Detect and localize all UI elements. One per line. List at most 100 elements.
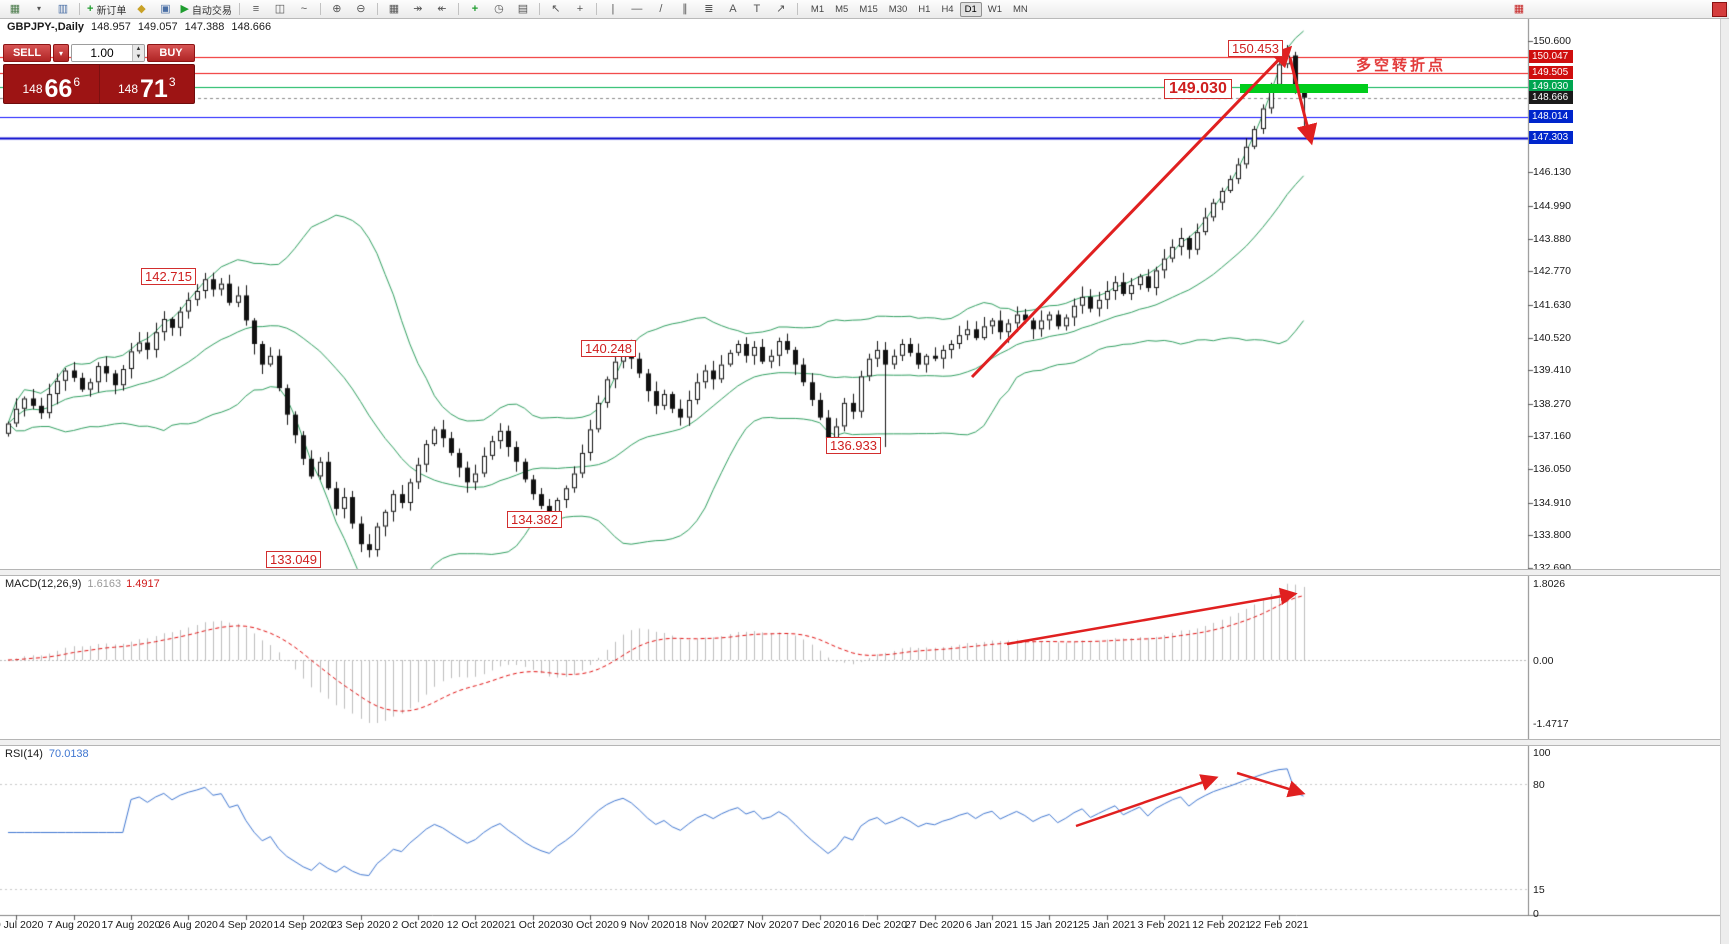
new-chart-icon[interactable]: ▦ xyxy=(9,2,21,15)
macd-main-value: 1.6163 xyxy=(87,578,122,590)
arrows-icon[interactable]: ↗ xyxy=(776,2,786,15)
price-tick-label: 137.160 xyxy=(1533,430,1571,443)
buy-price-display[interactable]: 148 71 3 xyxy=(98,65,195,103)
toolbar-separator xyxy=(79,3,80,15)
timeframe-button-w1[interactable]: W1 xyxy=(987,3,1002,15)
macd-axis-label: 1.8026 xyxy=(1533,578,1566,590)
low-value: 147.388 xyxy=(184,21,225,33)
date-label: 27 Dec 2020 xyxy=(904,919,965,931)
trade-options-caret-icon[interactable]: ▾ xyxy=(53,44,69,62)
panel-splitter[interactable] xyxy=(0,739,1729,746)
price-tick-label: 138.270 xyxy=(1533,397,1571,410)
timeframe-button-m30[interactable]: M30 xyxy=(888,3,908,15)
new-order-button[interactable]: + 新订单 xyxy=(87,2,127,17)
main-toolbar: ▦ ▾ ▥ + 新订单 ◆ ▣ ▶ 自动交易 ≡ ◫ ~ ⊕ ⊖ ▦ ↠ ↞ + ◷… xyxy=(0,0,1729,19)
macd-header: MACD(12,26,9) 1.6163 1.4917 xyxy=(5,578,160,590)
volume-down-icon[interactable]: ▼ xyxy=(133,53,144,61)
date-label: 27 Nov 2020 xyxy=(732,919,793,931)
terminal-icon[interactable]: ▣ xyxy=(160,2,171,15)
price-tick-label: 142.770 xyxy=(1533,265,1571,278)
market-watch-icon[interactable]: ▥ xyxy=(57,2,69,15)
date-label: 21 Oct 2020 xyxy=(504,919,562,931)
equidistant-channel-icon[interactable]: ∥ xyxy=(682,2,688,15)
indicators-icon[interactable]: + xyxy=(471,2,479,15)
sell-price-display[interactable]: 148 66 6 xyxy=(4,65,99,103)
cursor-icon[interactable]: ↖ xyxy=(551,2,561,15)
vertical-line-icon[interactable]: | xyxy=(611,2,615,15)
panel-splitter[interactable] xyxy=(0,569,1729,576)
templates-icon[interactable]: ▤ xyxy=(517,2,529,15)
price-annotation-label[interactable]: 140.248 xyxy=(581,340,636,357)
price-annotation-label[interactable]: 150.453 xyxy=(1228,40,1283,57)
horizontal-line-icon[interactable]: — xyxy=(631,2,643,15)
toolbar-separator xyxy=(457,3,459,15)
profiles-dropdown-icon[interactable]: ▾ xyxy=(36,4,41,13)
volume-up-icon[interactable]: ▲ xyxy=(133,45,144,53)
timeframe-toolbar: M1 M5 M15 M30 H1 H4 D1 W1 MN xyxy=(806,1,1033,17)
rsi-value: 70.0138 xyxy=(48,748,89,760)
bid-ask-display: 148 66 6 148 71 3 xyxy=(3,64,195,104)
bar-chart-icon[interactable]: ≡ xyxy=(252,2,260,15)
alert-badge-icon[interactable] xyxy=(1712,2,1727,17)
toolbar-separator xyxy=(796,3,798,15)
metaeditor-icon[interactable]: ◆ xyxy=(137,2,146,15)
chart-shift-icon[interactable]: ↞ xyxy=(437,2,447,15)
rsi-title: RSI(14) xyxy=(5,748,43,760)
price-annotation-label[interactable]: 149.030 xyxy=(1164,79,1232,99)
price-tag: 149.505 xyxy=(1529,66,1573,79)
sell-button[interactable]: SELL xyxy=(3,44,51,62)
periods-icon[interactable]: ◷ xyxy=(494,2,504,15)
right-scrollbar[interactable] xyxy=(1720,0,1729,944)
crosshair-icon[interactable]: + xyxy=(576,2,584,15)
macd-title: MACD(12,26,9) xyxy=(5,578,82,590)
rsi-axis-label: 0 xyxy=(1533,908,1539,920)
auto-scroll-icon[interactable]: ↠ xyxy=(413,2,423,15)
date-label: 18 Nov 2020 xyxy=(675,919,735,931)
date-label: 3 Feb 2021 xyxy=(1137,919,1191,931)
date-label: 17 Aug 2020 xyxy=(101,919,161,931)
rsi-axis-label: 80 xyxy=(1533,779,1545,792)
timeframe-button-h4[interactable]: H4 xyxy=(941,3,954,15)
buy-price-point: 3 xyxy=(168,75,176,89)
timeframe-button-m15[interactable]: M15 xyxy=(859,3,878,15)
date-label: 15 Jan 2021 xyxy=(1020,919,1079,931)
date-label: 9 Nov 2020 xyxy=(620,919,675,931)
new-order-label: 新订单 xyxy=(96,5,127,17)
timeframe-button-m1[interactable]: M1 xyxy=(810,3,825,15)
support-highlight-bar[interactable] xyxy=(1240,84,1368,93)
rsi-header: RSI(14) 70.0138 xyxy=(5,748,89,760)
price-annotation-label[interactable]: 142.715 xyxy=(141,268,196,285)
price-tick-label: 136.050 xyxy=(1533,463,1571,476)
date-label: 25 Jan 2021 xyxy=(1077,919,1136,931)
price-annotation-label[interactable]: 133.049 xyxy=(266,551,321,568)
fibonacci-icon[interactable]: ≣ xyxy=(704,2,714,15)
price-annotation-label[interactable]: 136.933 xyxy=(826,437,881,454)
high-value: 149.057 xyxy=(137,21,178,33)
date-label: 2 Oct 2020 xyxy=(392,919,444,931)
volume-input[interactable] xyxy=(72,45,132,61)
buy-button[interactable]: BUY xyxy=(147,44,195,62)
timeframe-button-m5[interactable]: M5 xyxy=(835,3,849,15)
date-label: 7 Dec 2020 xyxy=(792,919,847,931)
zoom-in-icon[interactable]: ⊕ xyxy=(332,2,342,15)
annotation-note: 多空转折点 xyxy=(1356,57,1447,74)
trendline-icon[interactable]: / xyxy=(659,2,663,15)
text-label-icon[interactable]: T xyxy=(753,2,761,15)
tile-windows-icon[interactable]: ▦ xyxy=(388,2,400,15)
market-depth-icon[interactable]: ▦ xyxy=(1513,2,1525,15)
timeframe-button-mn[interactable]: MN xyxy=(1013,3,1028,15)
price-tick-label: 139.410 xyxy=(1533,364,1571,377)
timeframe-button-h1[interactable]: H1 xyxy=(918,3,931,15)
price-annotation-label[interactable]: 134.382 xyxy=(507,511,562,528)
timeframe-button-d1[interactable]: D1 xyxy=(959,1,982,17)
toolbar-separator xyxy=(376,3,378,15)
price-tick-label: 144.990 xyxy=(1533,199,1571,212)
candlestick-chart-icon[interactable]: ◫ xyxy=(274,2,286,15)
autotrading-label: 自动交易 xyxy=(191,5,232,17)
line-chart-icon[interactable]: ~ xyxy=(300,2,308,15)
zoom-out-icon[interactable]: ⊖ xyxy=(356,2,366,15)
toolbar-separator xyxy=(595,3,597,15)
text-icon[interactable]: A xyxy=(729,2,737,15)
autotrading-button[interactable]: ▶ 自动交易 xyxy=(180,2,232,17)
